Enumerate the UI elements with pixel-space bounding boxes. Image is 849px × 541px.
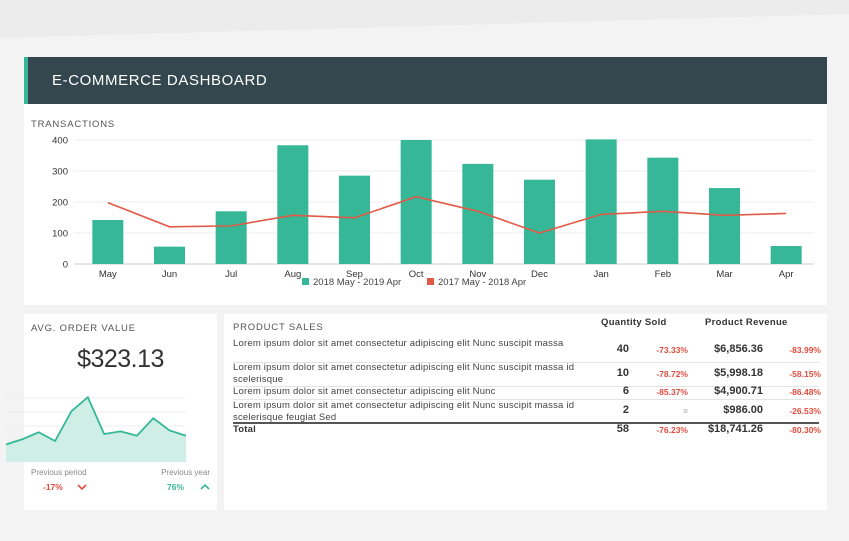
product-revenue-header: Product Revenue [705, 317, 788, 328]
avg-order-title: AVG. ORDER VALUE [31, 323, 136, 334]
total-qty: 58 [616, 423, 629, 435]
x-tick-label: Sep [346, 269, 363, 280]
product-revenue: $6,856.36 [714, 343, 763, 355]
product-name: Lorem ipsum dolor sit amet consectetur a… [233, 386, 496, 397]
sparkline-area [6, 397, 186, 462]
avg-order-sparkline [6, 395, 186, 462]
legend-swatch [427, 278, 434, 285]
transactions-title: TRANSACTIONS [31, 119, 116, 130]
previous-year-label: Previous year [161, 468, 210, 477]
bar [277, 145, 309, 264]
product-name: Lorem ipsum dolor sit amet consectetur a… [233, 338, 564, 349]
dashboard-title: E-COMMERCE DASHBOARD [52, 72, 268, 89]
product-revenue-change: -58.15% [789, 369, 821, 379]
x-tick-label: Apr [779, 269, 794, 280]
bar [92, 219, 124, 264]
quantity-sold-header: Quantity Sold [601, 317, 667, 328]
previous-year-value: 76% [167, 482, 185, 492]
y-tick-label: 100 [52, 229, 68, 240]
y-tick-label: 200 [52, 198, 68, 209]
row-divider [233, 386, 819, 387]
line-series [107, 195, 787, 234]
product-qty: 2 [622, 404, 629, 416]
x-tick-label: May [99, 269, 117, 280]
bar [215, 211, 247, 264]
chevron-up-icon [200, 483, 210, 490]
bar [154, 246, 185, 264]
transactions-chart: 0 100 200 300 400 May Jun Jul Aug Sep Oct Nov Dec Jan… [52, 136, 814, 288]
x-tick-label: Jun [162, 269, 177, 280]
row-divider [233, 399, 819, 400]
product-revenue: $5,998.18 [714, 367, 763, 379]
legend-label: 2017 May - 2018 Apr [438, 277, 526, 288]
product-sales-title: PRODUCT SALES [233, 322, 324, 333]
product-qty-change: -85.37% [656, 387, 688, 397]
x-tick-label: Jul [225, 269, 237, 280]
previous-period-value: -17% [43, 482, 63, 492]
product-qty: 10 [616, 367, 629, 379]
product-revenue: $4,900.71 [714, 385, 763, 397]
product-qty-change: -78.72% [656, 369, 688, 379]
bar [524, 179, 555, 264]
x-tick-label: Dec [531, 269, 548, 280]
product-name: Lorem ipsum dolor sit amet consectetur a… [233, 362, 575, 385]
product-qty: 6 [622, 385, 629, 397]
total-divider [233, 422, 819, 424]
y-tick-label: 0 [63, 260, 68, 271]
x-tick-label: Mar [716, 269, 732, 280]
transactions-panel: 0 100 200 300 400 May Jun Jul Aug Sep Oct Nov Dec Jan… [24, 104, 827, 305]
total-revenue: $18,741.26 [707, 423, 763, 435]
product-name: Lorem ipsum dolor sit amet consectetur a… [233, 400, 575, 423]
x-tick-label: Aug [284, 269, 301, 280]
bar [339, 175, 370, 264]
bar [585, 139, 617, 264]
y-tick-label: 400 [52, 136, 68, 147]
legend-label: 2018 May - 2019 Apr [313, 277, 401, 288]
bar [462, 163, 494, 264]
product-revenue-change: -26.53% [789, 406, 821, 416]
x-tick-label: Feb [655, 269, 671, 280]
bar [400, 140, 432, 264]
chevron-down-icon [77, 484, 87, 491]
previous-period-label: Previous period [31, 468, 87, 477]
avg-order-value: $323.13 [77, 345, 164, 373]
total-label: Total [233, 424, 256, 435]
y-tick-label: 300 [52, 167, 68, 178]
x-tick-label: Oct [409, 269, 424, 280]
product-revenue-change: -86.48% [789, 387, 821, 397]
dashboard-header: E-COMMERCE DASHBOARD [24, 57, 827, 104]
total-revenue-change: -80.30% [789, 425, 821, 435]
row-divider [233, 362, 819, 363]
bar [770, 246, 802, 264]
product-revenue: $986.00 [723, 404, 763, 416]
product-qty-change: -73.33% [656, 345, 688, 355]
x-tick-label: Jan [594, 269, 609, 280]
product-sales-panel: PRODUCT SALES Quantity Sold Product Reve… [224, 314, 827, 510]
total-qty-change: -76.23% [656, 425, 688, 435]
product-qty: 40 [616, 343, 629, 355]
sparkline-line [6, 395, 186, 446]
x-tick-label: Nov [469, 269, 486, 280]
product-revenue-change: -83.99% [789, 345, 821, 355]
legend-swatch [302, 278, 309, 285]
bar [709, 188, 740, 264]
product-qty-change: = [683, 406, 688, 416]
